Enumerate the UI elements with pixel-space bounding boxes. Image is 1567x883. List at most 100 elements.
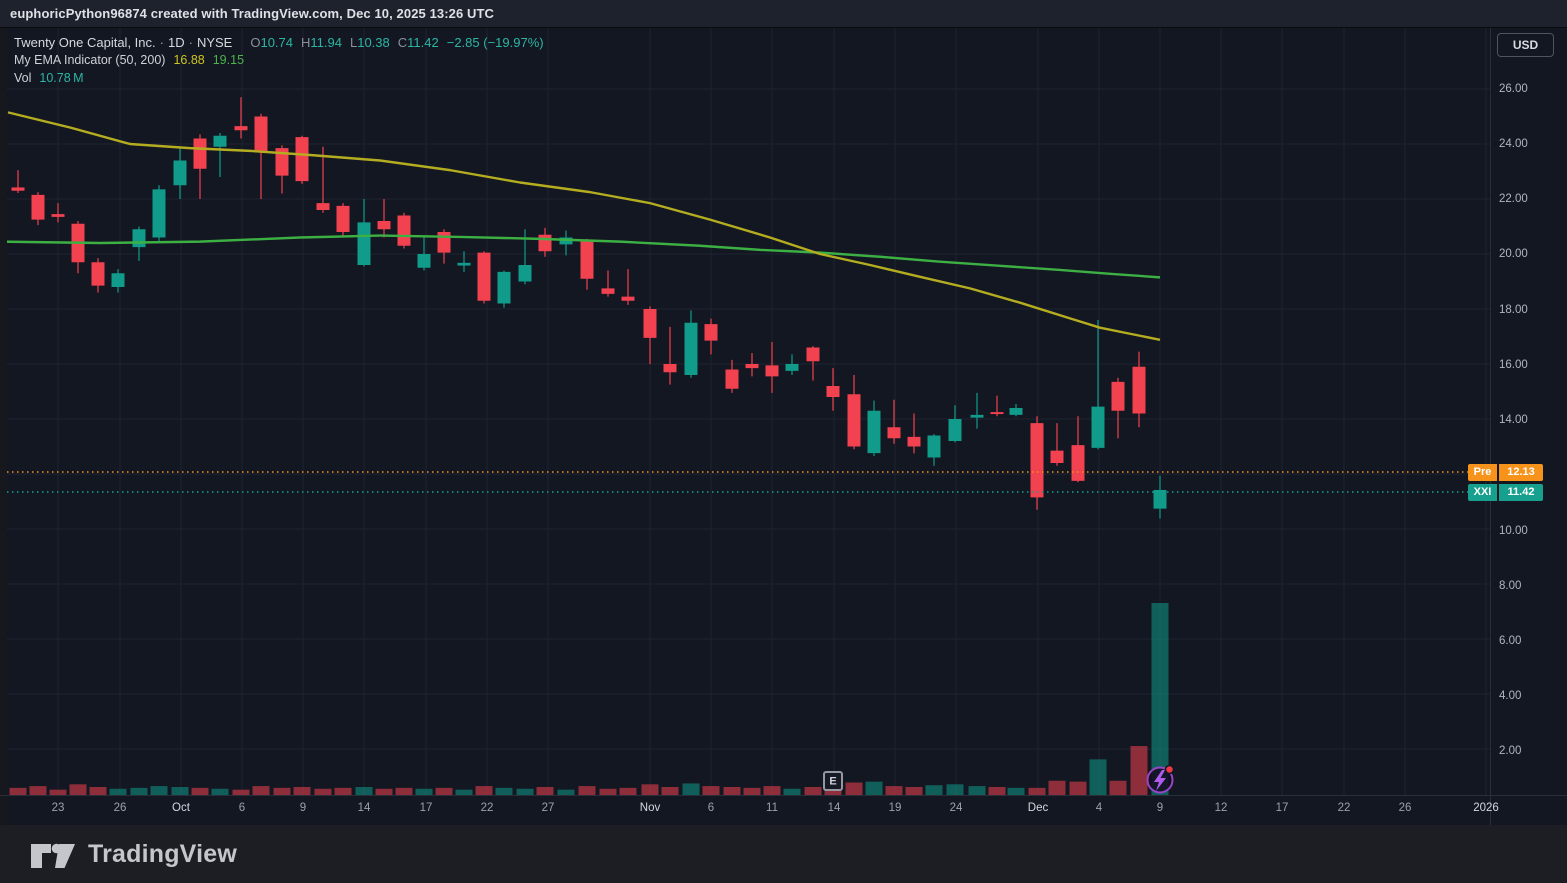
premarket-price-badge: Pre 12.13 xyxy=(1468,463,1543,481)
price-tick-label: 18.00 xyxy=(1499,304,1528,316)
volume-bar xyxy=(536,786,554,795)
price-tick-label: 2.00 xyxy=(1499,745,1522,757)
volume-bar xyxy=(804,786,822,795)
last-badge-value: 11.42 xyxy=(1499,483,1543,501)
volume-bar xyxy=(599,788,617,795)
volume-bar xyxy=(130,787,148,795)
earnings-marker[interactable]: E xyxy=(823,771,843,791)
price-axis-border xyxy=(1490,28,1491,825)
attribution-bar: euphoricPython96874 created with Trading… xyxy=(0,0,1567,28)
candle-body xyxy=(907,436,921,447)
candle-body xyxy=(765,365,779,377)
volume-bar xyxy=(355,786,373,795)
time-tick-label: 26 xyxy=(1398,802,1412,814)
time-tick-label: 24 xyxy=(949,802,963,814)
price-tick-label: 10.00 xyxy=(1499,525,1528,537)
price-tick-label: 24.00 xyxy=(1499,138,1528,150)
volume-bar xyxy=(578,786,596,795)
close-value: 11.42 xyxy=(407,35,439,50)
chart-canvas[interactable]: E xyxy=(0,28,1567,795)
candle-body xyxy=(254,116,268,153)
time-tick-label: 23 xyxy=(51,802,65,814)
symbol-timeframe[interactable]: 1D xyxy=(167,35,185,50)
candle-body xyxy=(11,187,25,191)
time-tick-label: 27 xyxy=(541,802,555,814)
volume-bar xyxy=(252,786,270,795)
low-value: 10.38 xyxy=(357,35,390,50)
volume-bar xyxy=(641,784,659,795)
symbol-exchange: NYSE xyxy=(196,35,233,50)
candle-body xyxy=(316,203,330,210)
volume-bar xyxy=(946,784,964,795)
price-tick-label: 6.00 xyxy=(1499,635,1522,647)
legend-symbol-row[interactable]: Twenty One Capital, Inc. · 1D · NYSE O10.74 H1… xyxy=(14,35,544,50)
candle-body xyxy=(51,214,65,217)
volume-bar xyxy=(1007,787,1025,795)
time-tick-label: 11 xyxy=(766,802,778,814)
candle-body xyxy=(725,369,739,389)
volume-bar xyxy=(557,789,575,795)
volume-bar xyxy=(334,787,352,795)
volume-bar xyxy=(968,786,986,795)
indicator-name[interactable]: My EMA Indicator (50, 200) xyxy=(14,53,166,67)
volume-bar xyxy=(1089,759,1107,795)
time-tick-label: 26 xyxy=(113,802,127,814)
last-price-badge: XXI 11.42 xyxy=(1468,483,1543,501)
candle-body xyxy=(1091,406,1105,448)
candle-body xyxy=(275,148,289,176)
candle-body xyxy=(1009,408,1023,415)
time-tick-label: 17 xyxy=(419,802,433,814)
price-tick-label: 20.00 xyxy=(1499,248,1528,260)
event-lightning-icon[interactable] xyxy=(1146,764,1175,794)
volume-bar xyxy=(661,786,679,795)
time-axis-border xyxy=(0,795,1567,796)
candle-body xyxy=(704,324,718,341)
candle-body xyxy=(457,262,471,266)
candle-body xyxy=(948,419,962,441)
time-tick-label: Oct xyxy=(172,802,190,814)
volume-bar xyxy=(89,786,107,795)
volume-bar xyxy=(29,786,47,795)
volume-bar xyxy=(723,786,741,795)
open-value: 10.74 xyxy=(260,35,294,50)
change-value: −2.85 (−19.97%) xyxy=(446,35,544,50)
candle-body xyxy=(663,364,677,373)
legend-volume-row[interactable]: Vol 10.78 M xyxy=(14,70,544,87)
left-gutter xyxy=(0,28,7,825)
volume-bar xyxy=(1109,780,1127,795)
volume-bar xyxy=(69,784,87,795)
vertical-gridlines xyxy=(57,28,1487,795)
volume-bar xyxy=(1028,787,1046,795)
ema200-line xyxy=(0,234,1161,279)
volume-bar xyxy=(293,786,311,795)
currency-usd-button[interactable]: USD xyxy=(1497,33,1554,57)
candle-body xyxy=(377,221,391,230)
tradingview-logo-icon[interactable] xyxy=(30,839,76,869)
candle-body xyxy=(357,222,371,265)
ema200-value: 19.15 xyxy=(212,53,245,67)
volume-bar xyxy=(109,788,127,795)
volume-bar xyxy=(743,787,761,795)
close-label: C xyxy=(397,35,408,50)
candle-body xyxy=(826,386,840,397)
volume-bar xyxy=(49,789,67,795)
time-tick-label: 9 xyxy=(1156,802,1164,814)
volume-value: 10.78 M xyxy=(39,71,84,85)
candle-body xyxy=(397,215,411,246)
ema-slow xyxy=(0,234,1161,279)
volume-bar xyxy=(314,788,332,795)
candle-body xyxy=(234,126,248,131)
attribution-text: euphoricPython96874 created with Trading… xyxy=(10,6,495,21)
candle-body xyxy=(621,296,635,301)
tradingview-wordmark[interactable]: TradingView xyxy=(88,839,238,868)
volume-label[interactable]: Vol xyxy=(14,71,32,85)
volume-bar xyxy=(150,786,168,795)
price-tick-label: 26.00 xyxy=(1499,83,1528,95)
volume-bar xyxy=(435,787,453,795)
legend-indicator-row[interactable]: My EMA Indicator (50, 200) 16.88 19.15 xyxy=(14,52,544,69)
svg-text:E: E xyxy=(829,776,836,788)
time-tick-label: Nov xyxy=(639,802,661,814)
symbol-name[interactable]: Twenty One Capital, Inc. xyxy=(14,35,156,50)
volume-bar xyxy=(9,787,27,795)
